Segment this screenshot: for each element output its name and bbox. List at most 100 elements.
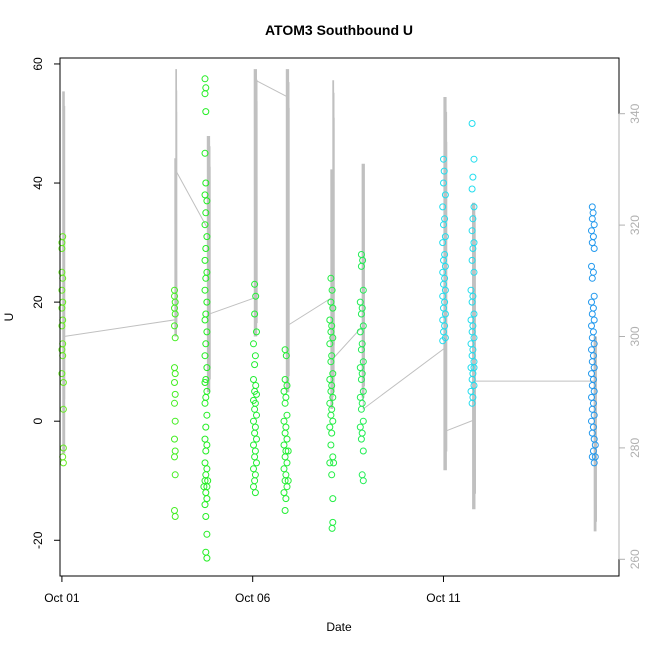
data-point: [356, 328, 364, 336]
data-point: [329, 393, 337, 401]
data-point: [470, 203, 478, 211]
data-point: [468, 352, 476, 360]
data-point: [359, 477, 367, 485]
data-point: [327, 387, 335, 395]
data-point: [329, 370, 337, 378]
data-point: [203, 530, 211, 538]
data-point: [281, 507, 289, 514]
data-point: [590, 411, 598, 419]
data-point: [203, 411, 211, 419]
data-point: [327, 298, 335, 306]
data-point: [590, 340, 598, 348]
data-point: [250, 441, 257, 449]
data-point: [251, 280, 259, 288]
data-point: [171, 379, 178, 386]
data-point: [469, 173, 477, 181]
data-point: [467, 364, 475, 372]
data-point: [470, 364, 478, 372]
data-point: [171, 390, 179, 398]
right-tick-label: 320: [628, 215, 642, 235]
data-point: [201, 191, 209, 199]
data-point: [326, 399, 334, 407]
y-axis-right: 260 280 300 320 340: [618, 103, 642, 569]
data-point: [253, 411, 260, 419]
data-point: [329, 495, 337, 503]
data-point: [202, 274, 210, 282]
data-point: [201, 501, 209, 509]
data-point: [203, 495, 211, 503]
gray-spike: [62, 91, 66, 454]
data-point: [251, 310, 259, 318]
y-axis-left: -20 0 20 40 60: [31, 57, 61, 549]
data-point: [201, 75, 209, 83]
data-point: [441, 233, 449, 241]
data-point: [171, 310, 179, 318]
right-tick-label: 340: [628, 103, 642, 123]
data-point: [327, 411, 335, 419]
data-point: [330, 459, 338, 467]
data-point: [467, 387, 475, 395]
data-point: [441, 310, 449, 318]
data-point: [202, 245, 210, 252]
data-point: [590, 387, 598, 395]
data-point: [441, 262, 449, 270]
data-point: [439, 337, 447, 345]
data-point: [58, 286, 66, 294]
data-point: [588, 310, 596, 318]
x-tick-label: Oct 06: [235, 591, 271, 605]
x-axis-label: Date: [326, 620, 352, 634]
data-point: [281, 399, 289, 407]
data-point: [201, 221, 209, 229]
data-point: [588, 274, 596, 282]
data-point: [203, 197, 211, 205]
data-point: [439, 203, 447, 211]
data-point: [470, 155, 478, 163]
data-point: [171, 453, 178, 461]
data-point: [282, 495, 290, 503]
data-point: [280, 387, 288, 395]
data-point: [203, 364, 211, 372]
data-point: [588, 429, 596, 437]
data-point: [357, 376, 365, 383]
data-point: [359, 447, 367, 455]
data-point: [202, 209, 210, 217]
data-point: [467, 286, 475, 294]
data-point: [281, 477, 289, 485]
data-point: [440, 179, 447, 187]
data-point: [281, 376, 289, 383]
data-point: [171, 370, 179, 378]
data-point: [357, 262, 365, 270]
data-point: [200, 483, 208, 491]
data-point: [58, 370, 66, 378]
gray-spike: [332, 80, 335, 393]
data-point: [326, 340, 334, 348]
y-tick-label: 20: [31, 295, 45, 309]
points-layer: [58, 75, 599, 562]
data-point: [588, 346, 595, 354]
data-point: [326, 376, 334, 383]
data-point: [359, 322, 367, 330]
data-point: [327, 441, 335, 449]
data-point: [470, 334, 478, 342]
data-point: [441, 286, 449, 294]
data-point: [282, 352, 290, 360]
data-point: [357, 346, 365, 354]
data-point: [251, 429, 259, 437]
data-point: [359, 417, 367, 425]
data-point: [468, 227, 476, 235]
data-point: [253, 459, 260, 467]
data-point: [58, 322, 66, 330]
gray-spike: [472, 202, 476, 510]
data-point: [251, 453, 259, 461]
gray-connector-line: [63, 79, 596, 432]
data-point: [253, 435, 260, 443]
data-point: [202, 179, 210, 187]
data-point: [357, 405, 365, 413]
y-tick-label: 60: [31, 57, 45, 71]
x-tick-label: Oct 01: [44, 591, 80, 605]
data-point: [468, 399, 476, 407]
data-point: [203, 298, 211, 306]
data-point: [281, 429, 289, 437]
data-point: [203, 328, 211, 336]
